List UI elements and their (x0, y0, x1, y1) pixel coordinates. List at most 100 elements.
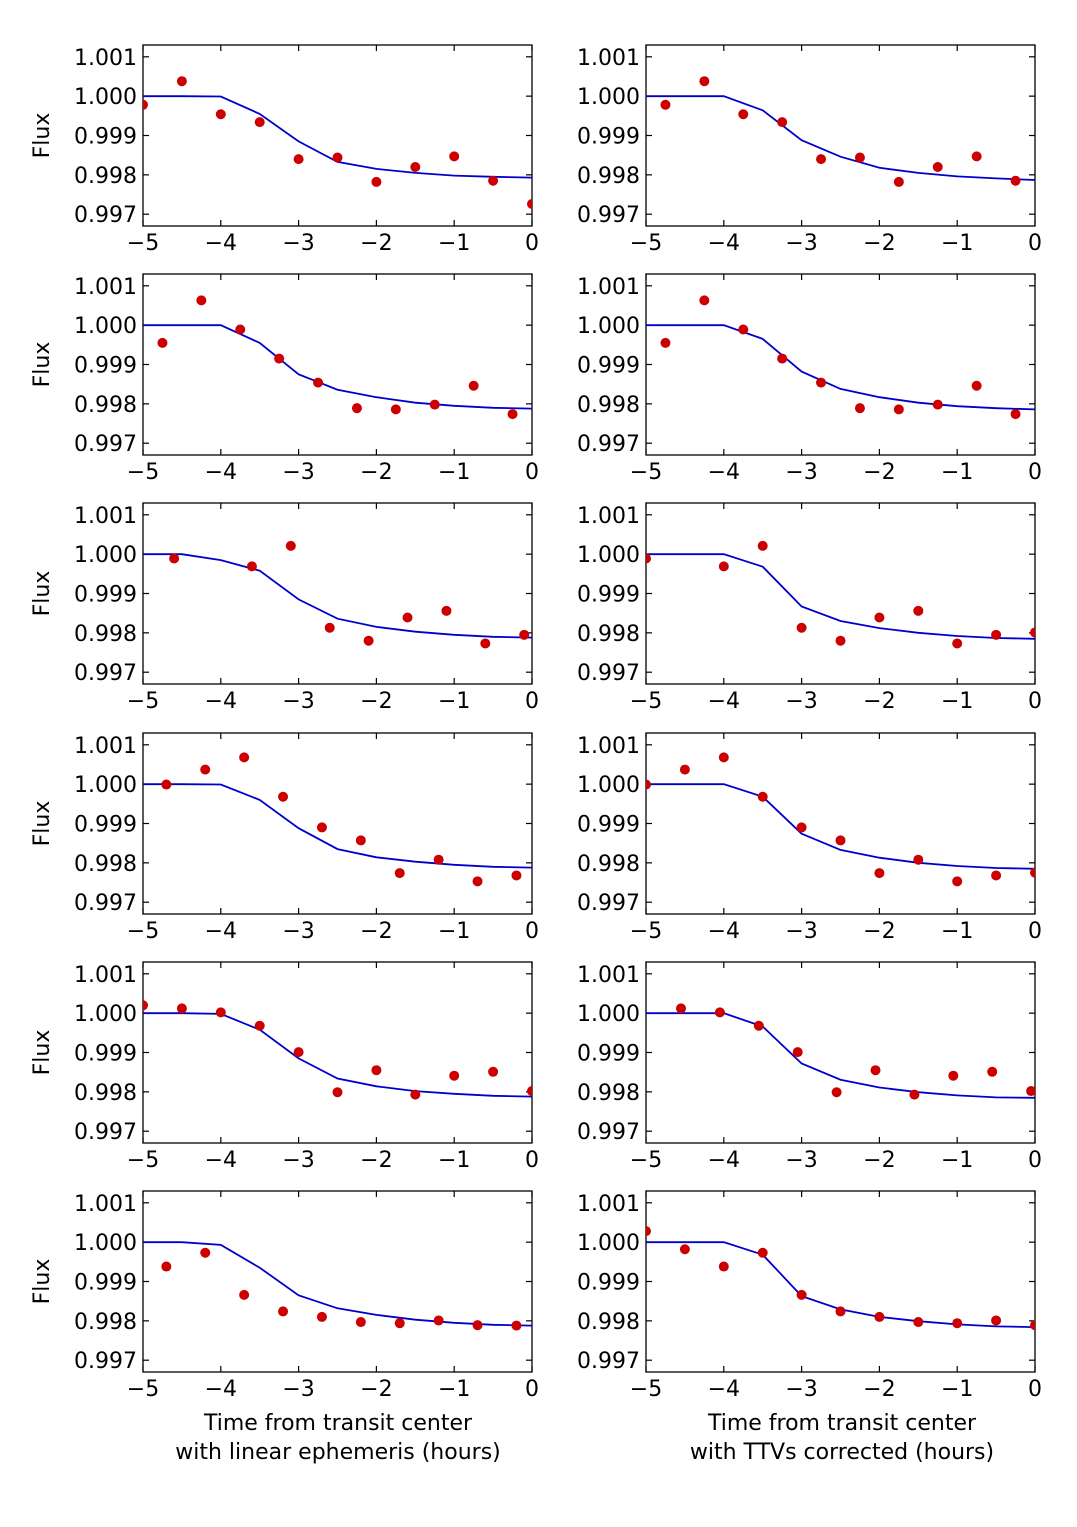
panel-r5-c0-ytick-label-2: 0.999 (74, 1271, 137, 1296)
panel-r3-c1-point-1 (679, 764, 690, 775)
panel-r1-c0-point-8 (468, 380, 479, 391)
panel-r4-c0: 1.001 1.000 0.999 0.998 0.997 −5 −4 −3 −2 −1 0 Flux (30, 961, 539, 1173)
panel-r1-c0-point-3 (274, 353, 285, 364)
panel-r5-c1-point-3 (757, 1247, 768, 1258)
panel-r3-c0-ylabel: Flux (30, 801, 55, 847)
panel-r1-c0-xtick-label-1: −4 (205, 460, 237, 485)
panel-r0-c1-xtick-label-1: −4 (708, 231, 740, 256)
panel-r0-c0-point-7 (410, 161, 421, 172)
panel-r3-c1-ytick-label-3: 0.998 (577, 852, 640, 877)
panel-r1-c0: 1.001 1.000 0.999 0.998 0.997 −5 −4 −3 −2 −1 0 Flux (30, 273, 539, 485)
panel-r5-c1-ytick-label-2: 0.999 (577, 1271, 640, 1296)
panel-r0-c0-ytick-label-4: 0.997 (74, 203, 137, 228)
panel-r0-c0-xtick-label-1: −4 (205, 231, 237, 256)
panel-r2-c0-model-line (143, 553, 532, 639)
panel-r1-c1-point-9 (1010, 409, 1021, 420)
panel-r0-c1-xtick-label-0: −5 (630, 231, 662, 256)
panel-r4-c1: 1.001 1.000 0.999 0.998 0.997 −5 −4 −3 −2 −1 0 (577, 961, 1042, 1173)
panel-r2-c1-point-6 (913, 605, 924, 616)
panel-r5-c0-point-4 (316, 1311, 327, 1322)
panel-r0-c1-point-4 (816, 154, 827, 165)
panel-r0-c0-point-6 (371, 176, 382, 187)
panel-r5-c0-point-1 (200, 1247, 211, 1258)
panel-r0-c1-point-5 (854, 152, 865, 163)
panel-r5-c1-ytick-label-3: 0.998 (577, 1310, 640, 1335)
panel-r4-c0-ytick-label-0: 1.001 (74, 963, 137, 988)
panel-r1-c1-xtick-label-3: −2 (863, 460, 895, 485)
panel-r1-c1-point-2 (738, 324, 749, 335)
panel-r4-c1-point-9 (1026, 1086, 1035, 1097)
panel-r4-c1-xtick-label-5: 0 (1028, 1148, 1042, 1173)
panel-r3-c0-point-2 (239, 752, 250, 763)
panel-r3-c0-point-8 (472, 876, 483, 887)
panel-r0-c0-point-9 (488, 175, 499, 186)
panel-r0-c1-point-7 (932, 161, 943, 172)
xlabel-right-line2: with TTVs corrected (hours) (690, 1440, 994, 1465)
panel-r4-c0-point-0 (143, 1000, 148, 1011)
panel-r4-c1-data (646, 1003, 1035, 1100)
panel-r5-c0-xtick-label-4: −1 (438, 1377, 470, 1402)
panel-r1-c1-ytick-label-2: 0.999 (577, 354, 640, 379)
panel-r2-c1-ytick-label-3: 0.998 (577, 622, 640, 647)
panel-r5-c1-point-5 (835, 1306, 846, 1317)
panel-r5-c1-xtick-label-2: −3 (785, 1377, 817, 1402)
panel-r4-c1-point-1 (714, 1007, 725, 1018)
panel-r5-c1-point-2 (718, 1261, 729, 1272)
panel-r4-c1-point-7 (948, 1070, 959, 1081)
panel-r5-c1-ytick-label-1: 1.000 (577, 1231, 640, 1256)
panel-r2-c0-point-1 (246, 561, 257, 572)
panel-r1-c0-point-0 (157, 337, 168, 348)
panel-r3-c0-point-4 (316, 822, 327, 833)
panel-r0-c0-point-2 (215, 109, 226, 120)
panel-r2-c1-ytick-label-2: 0.999 (577, 583, 640, 608)
panel-r1-c0-point-5 (351, 403, 362, 414)
panel-r0-c1-ytick-label-4: 0.997 (577, 203, 640, 228)
panel-r2-c1-xtick-label-1: −4 (708, 689, 740, 714)
panel-r0-c1-xtick-label-2: −3 (785, 231, 817, 256)
panel-r4-c1-xtick-label-3: −2 (863, 1148, 895, 1173)
panel-r3-c0-ytick-label-2: 0.999 (74, 813, 137, 838)
panel-r3-c1-point-7 (913, 854, 924, 865)
panel-r1-c0-ytick-label-2: 0.999 (74, 354, 137, 379)
panel-r2-c0-ytick-label-4: 0.997 (74, 661, 137, 686)
panel-r1-c0-point-9 (507, 409, 518, 420)
panel-r1-c1-ytick-label-1: 1.000 (577, 314, 640, 339)
panel-r4-c1-point-2 (753, 1020, 764, 1031)
panel-r4-c0-point-7 (410, 1089, 421, 1100)
panel-r4-c0-xtick-label-5: 0 (525, 1148, 539, 1173)
panel-r2-c0-ytick-label-1: 1.000 (74, 543, 137, 568)
panel-r0-c0-xtick-label-2: −3 (282, 231, 314, 256)
panel-r4-c1-point-6 (909, 1089, 920, 1100)
panel-r1-c0-point-2 (235, 324, 246, 335)
panel-r1-c0-point-1 (196, 295, 207, 306)
panel-r4-c0-data (143, 1000, 532, 1100)
panel-r4-c0-xtick-label-2: −3 (282, 1148, 314, 1173)
panel-r2-c1-ytick-label-4: 0.997 (577, 661, 640, 686)
panel-r4-c1-ytick-label-2: 0.999 (577, 1042, 640, 1067)
panel-r1-c0-ytick-label-1: 1.000 (74, 314, 137, 339)
panel-r5-c0-ytick-label-4: 0.997 (74, 1349, 137, 1374)
panel-r1-c0-point-7 (429, 399, 440, 410)
panel-r1-c1-point-4 (816, 377, 827, 388)
panel-r3-c0-xtick-label-4: −1 (438, 919, 470, 944)
panel-r3-c1-point-3 (757, 791, 768, 802)
panel-r2-c1-point-1 (718, 561, 729, 572)
panel-r4-c1-ytick-label-4: 0.997 (577, 1120, 640, 1145)
panel-r4-c0-point-9 (488, 1066, 499, 1077)
panel-r0-c1-point-3 (777, 117, 788, 128)
panel-r0-c1: 1.001 1.000 0.999 0.998 0.997 −5 −4 −3 −2 −1 0 (577, 44, 1042, 256)
panel-r5-c0-point-5 (355, 1317, 366, 1328)
panel-r0-c0-point-5 (332, 152, 343, 163)
panel-r1-c1-point-3 (777, 353, 788, 364)
panel-r2-c1-ytick-label-0: 1.001 (577, 504, 640, 529)
xlabel-left-line1: Time from transit center (203, 1411, 473, 1436)
panel-r5-c0-point-7 (433, 1315, 444, 1326)
panel-r2-c0-point-6 (441, 605, 452, 616)
panel-r3-c1-xtick-label-2: −3 (785, 919, 817, 944)
panel-r3-c1-ytick-label-4: 0.997 (577, 891, 640, 916)
panel-r3-c1-point-4 (796, 822, 807, 833)
panel-r3-c1-xtick-label-5: 0 (1028, 919, 1042, 944)
panel-r4-c0-ytick-label-3: 0.998 (74, 1081, 137, 1106)
panel-r1-c1-point-6 (893, 404, 904, 415)
panel-r4-c0-point-8 (449, 1070, 460, 1081)
